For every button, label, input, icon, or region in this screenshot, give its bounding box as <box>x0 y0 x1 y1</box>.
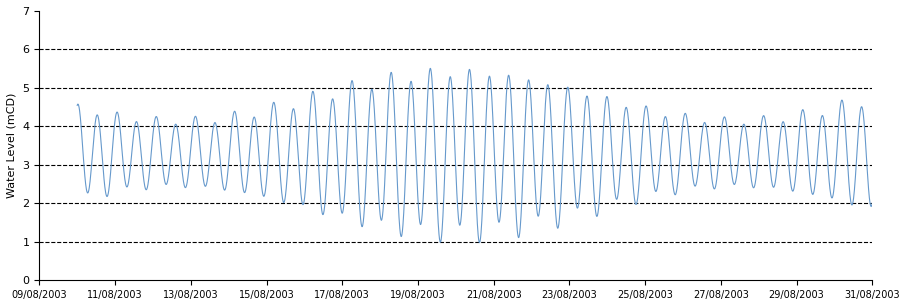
Y-axis label: Water Level (mCD): Water Level (mCD) <box>7 93 17 198</box>
